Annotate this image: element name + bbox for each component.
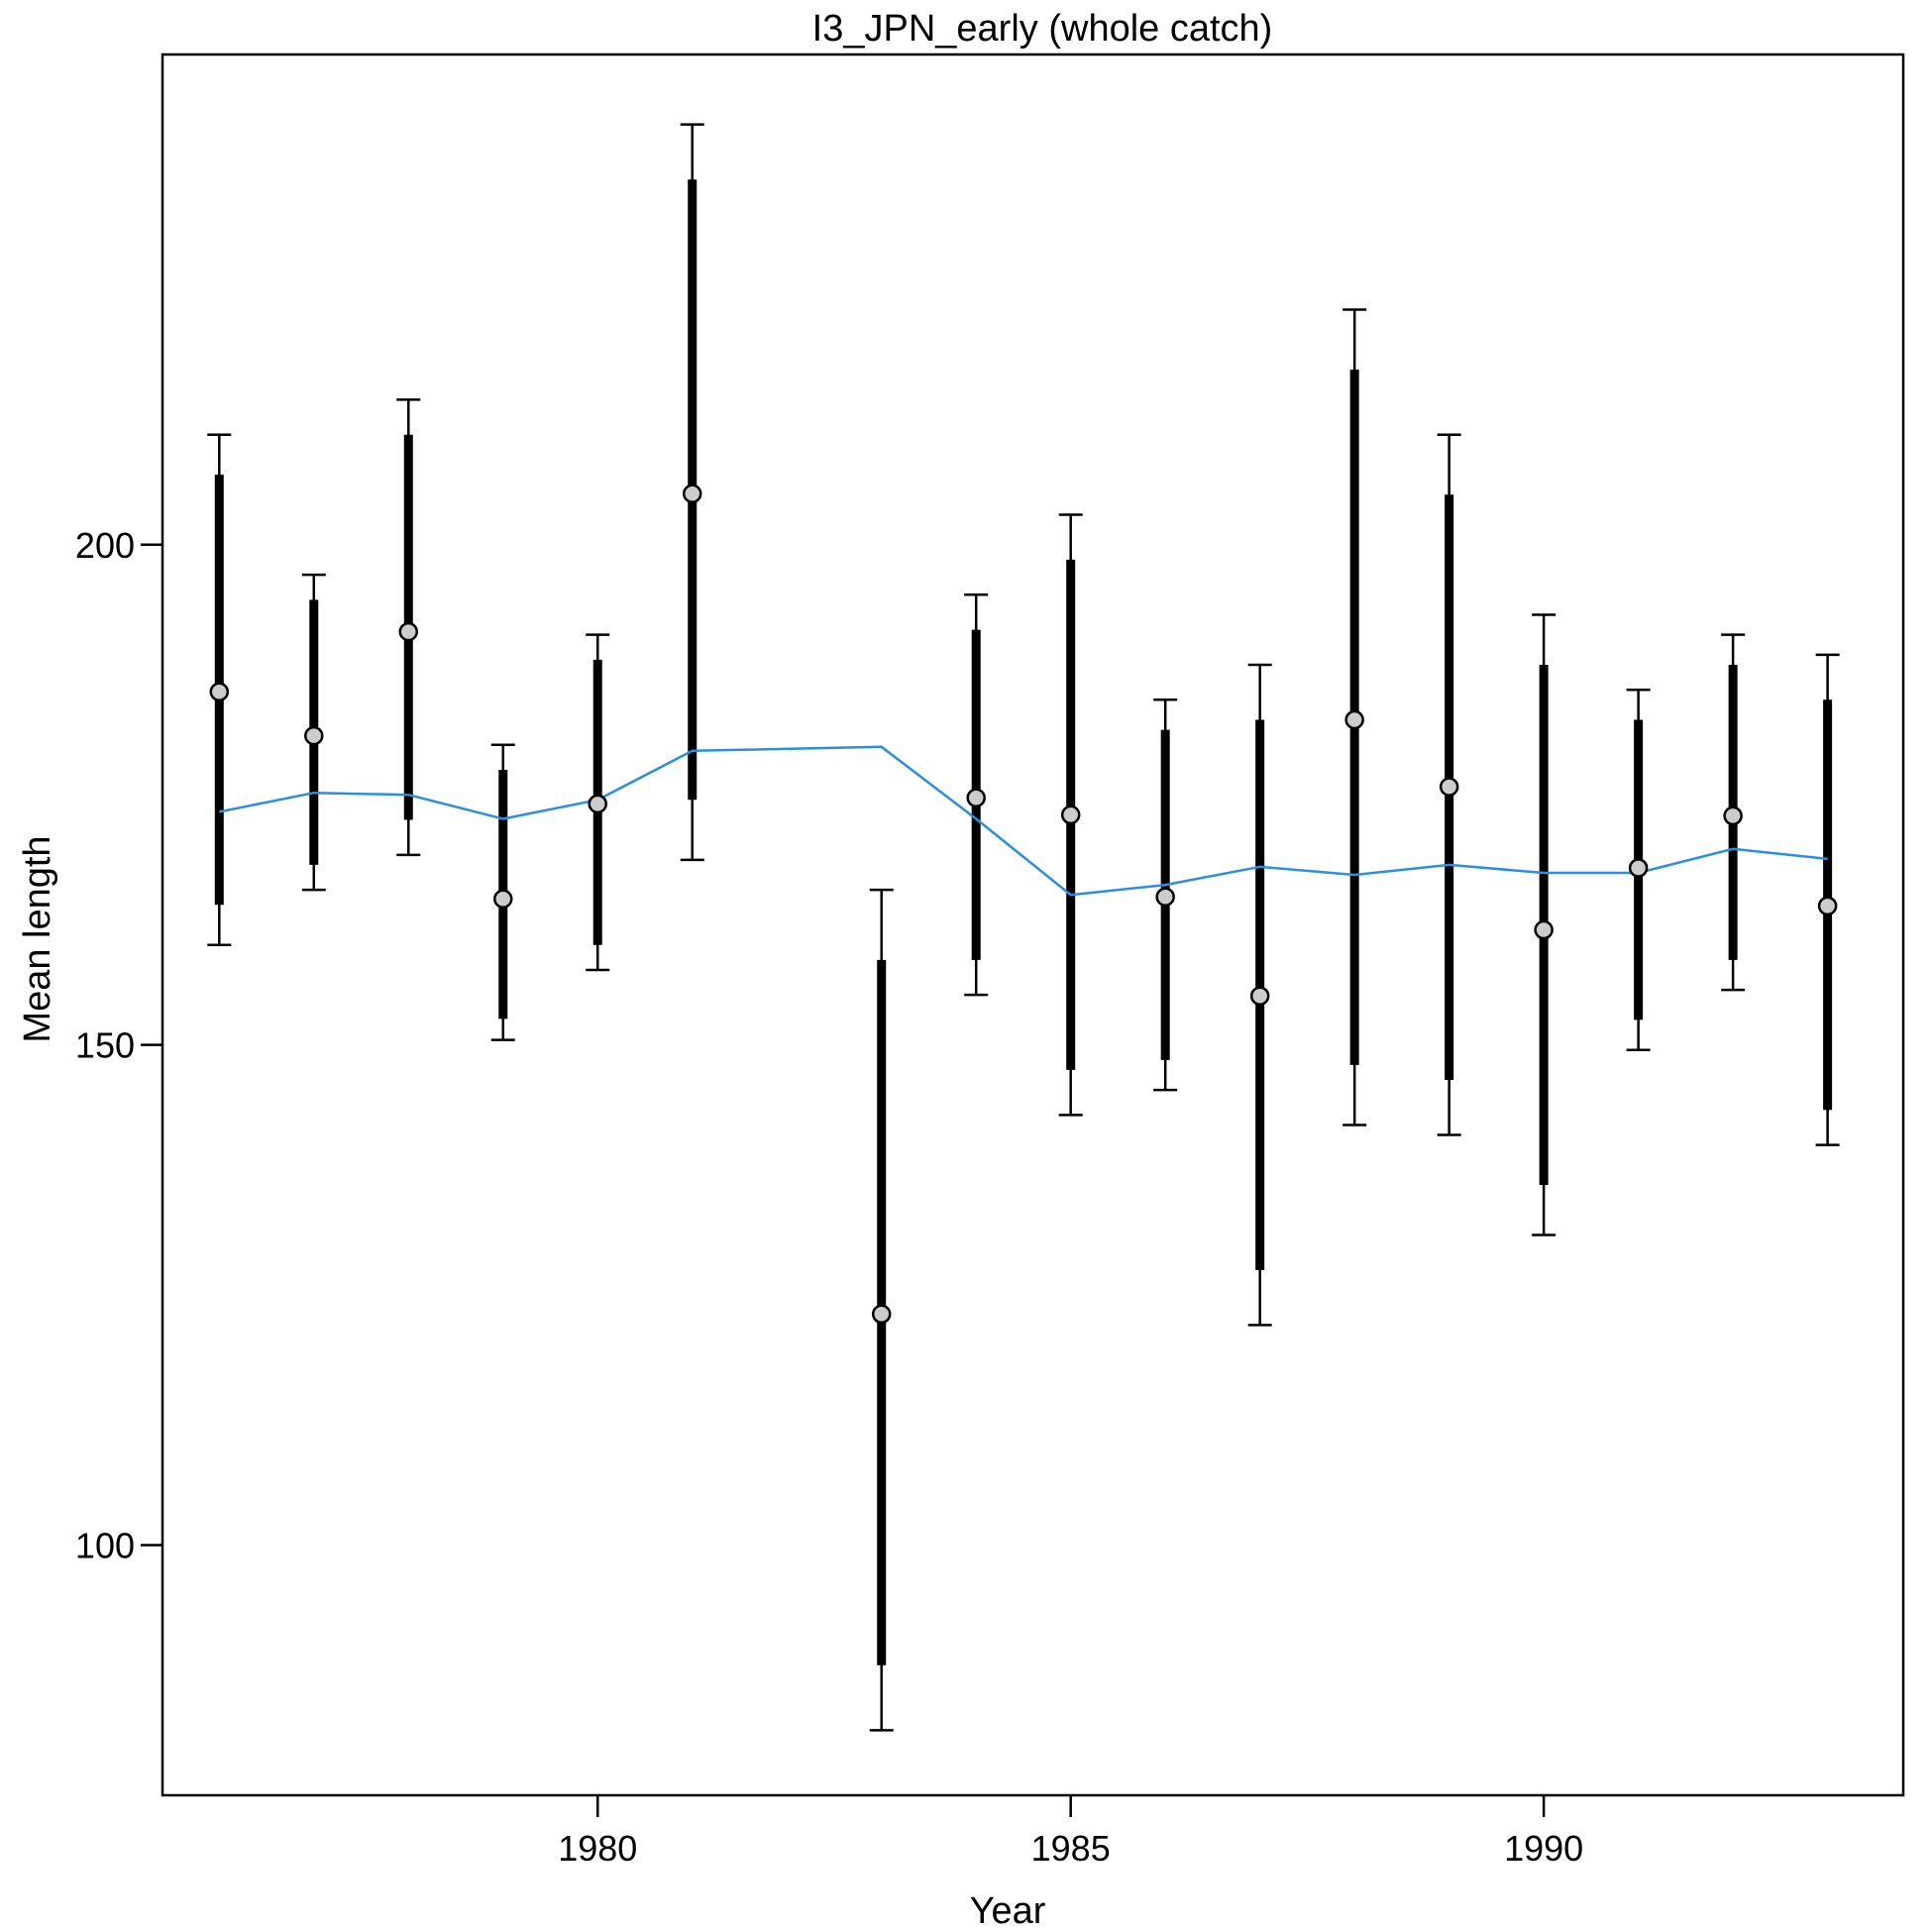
observed-point-1991 — [1628, 858, 1649, 878]
x-tick-label: 1985 — [1031, 1828, 1111, 1869]
x-tick-label: 1990 — [1504, 1828, 1583, 1869]
x-axis-label: Year — [970, 1890, 1046, 1932]
y-axis-label: Mean length — [17, 835, 58, 1042]
y-tick-label: 200 — [75, 525, 135, 566]
x-axis: 1980 1985 1990 — [558, 1795, 1583, 1869]
observed-point-1987 — [1249, 986, 1270, 1006]
observed-point-1983 — [871, 1304, 892, 1325]
y-tick-label: 100 — [75, 1526, 135, 1566]
plot-frame — [161, 53, 1905, 1797]
observed-point-1979 — [493, 889, 513, 909]
observed-point-1990 — [1534, 919, 1554, 940]
observed-point-1984 — [966, 788, 986, 808]
x-tick-label: 1980 — [558, 1828, 637, 1869]
expected-line — [219, 745, 1828, 897]
observed-point-1993 — [1817, 896, 1838, 916]
chart-title: I3_JPN_early (whole catch) — [812, 8, 1273, 50]
observed-point-1986 — [1155, 887, 1175, 907]
observed-point-1988 — [1344, 709, 1364, 730]
observed-point-1978 — [398, 621, 419, 642]
observed-point-1977 — [304, 725, 324, 746]
observed-point-1989 — [1439, 777, 1459, 797]
observed-point-1992 — [1723, 805, 1743, 826]
observed-point-1981 — [682, 483, 702, 504]
observed-point-1980 — [588, 794, 607, 814]
y-tick-label: 150 — [75, 1025, 135, 1066]
observed-point-1985 — [1060, 805, 1081, 825]
observed-points — [209, 483, 1838, 1325]
y-axis: 100 150 200 — [75, 525, 162, 1566]
observed-point-1976 — [209, 682, 230, 701]
